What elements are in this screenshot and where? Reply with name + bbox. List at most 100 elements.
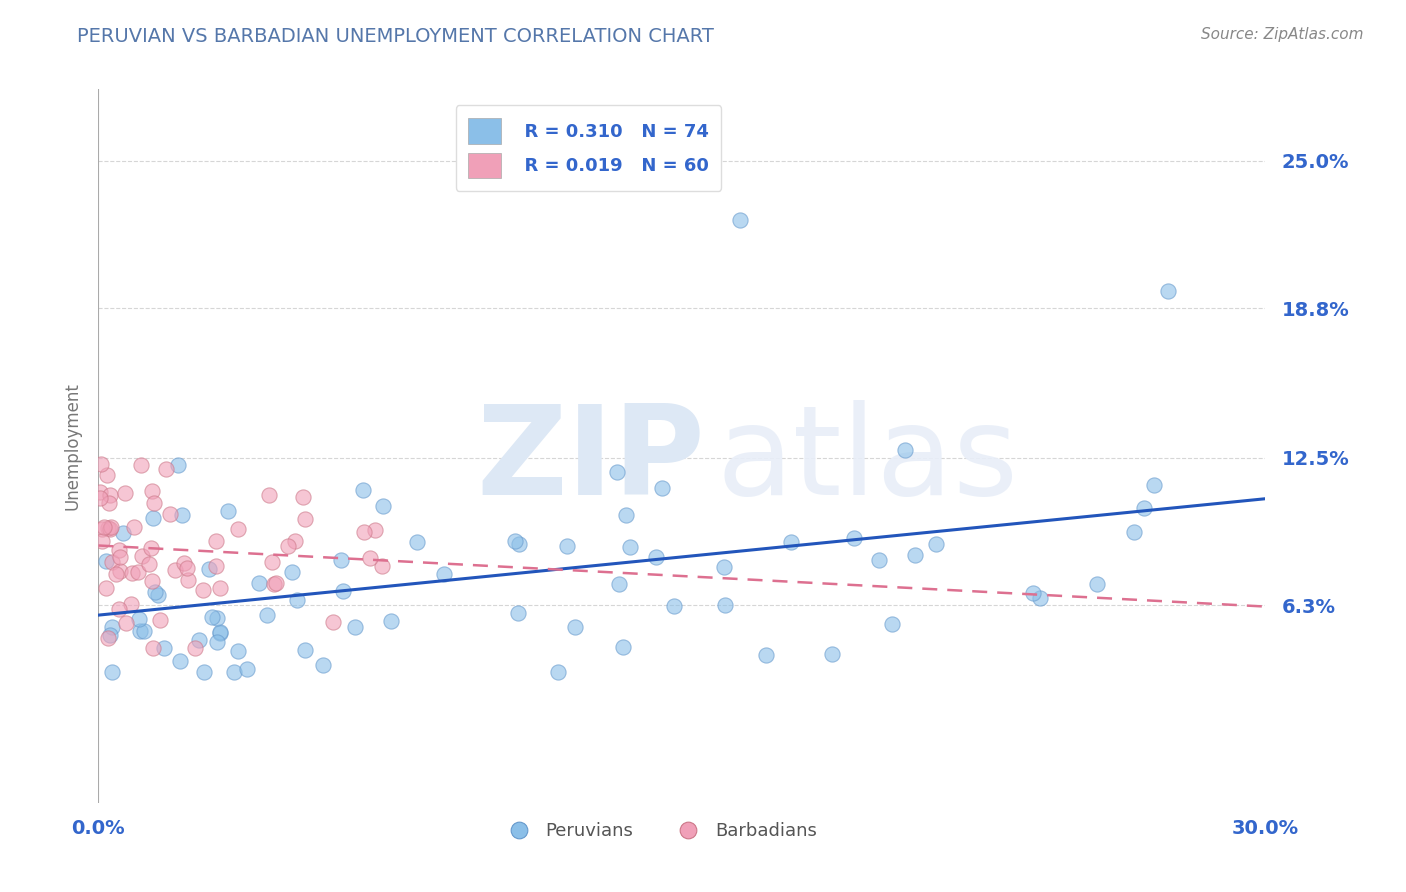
Point <box>332 583 354 598</box>
Point <box>193 665 215 679</box>
Point <box>98 496 121 510</box>
Point <box>89 485 111 500</box>
Point <box>108 550 131 565</box>
Point <box>713 559 735 574</box>
Point <box>127 565 149 579</box>
Point <box>96 554 118 568</box>
Point <box>209 626 232 640</box>
Point <box>904 549 927 563</box>
Point <box>294 512 316 526</box>
Point <box>256 607 278 622</box>
Point <box>91 534 114 549</box>
Point <box>821 647 844 661</box>
Point <box>780 534 803 549</box>
Point <box>114 616 136 631</box>
Point <box>101 555 124 569</box>
Point <box>143 585 166 599</box>
Point <box>100 665 122 679</box>
Point <box>98 522 121 536</box>
Point <box>508 606 530 620</box>
Text: ZIP: ZIP <box>477 400 706 521</box>
Point <box>93 520 115 534</box>
Point <box>294 643 316 657</box>
Point <box>121 566 143 580</box>
Point <box>1157 285 1180 299</box>
Point <box>172 508 194 523</box>
Point <box>1142 478 1164 492</box>
Point <box>149 613 172 627</box>
Point <box>208 581 231 595</box>
Point <box>547 665 569 679</box>
Point <box>247 575 270 590</box>
Point <box>108 564 131 578</box>
Point <box>184 641 207 656</box>
Point <box>228 522 250 536</box>
Point <box>564 620 586 634</box>
Point <box>612 640 634 654</box>
Point <box>644 550 666 565</box>
Point <box>112 526 135 541</box>
Point <box>380 614 402 628</box>
Point <box>97 631 120 645</box>
Point <box>138 557 160 571</box>
Point <box>359 551 381 566</box>
Point <box>1022 585 1045 599</box>
Point <box>312 658 335 673</box>
Point <box>1029 591 1052 606</box>
Point <box>96 467 118 482</box>
Point <box>208 624 231 639</box>
Point <box>755 648 778 663</box>
Point <box>263 576 285 591</box>
Point <box>165 563 187 577</box>
Point <box>287 593 309 607</box>
Point <box>1123 525 1146 540</box>
Point <box>1085 577 1108 591</box>
Point <box>217 503 239 517</box>
Point <box>205 533 228 548</box>
Point <box>205 634 228 648</box>
Point <box>371 559 394 574</box>
Point <box>433 566 456 581</box>
Point <box>167 458 190 473</box>
Point <box>406 534 429 549</box>
Point <box>343 619 366 633</box>
Point <box>188 632 211 647</box>
Point <box>98 488 121 502</box>
Point <box>284 534 307 549</box>
Point <box>155 461 177 475</box>
Point <box>882 616 904 631</box>
Point <box>142 641 165 656</box>
Point <box>90 457 112 471</box>
Point <box>89 491 111 505</box>
Point <box>330 553 353 567</box>
Point <box>122 520 145 534</box>
Point <box>101 620 124 634</box>
Point <box>925 537 948 551</box>
Point <box>894 443 917 458</box>
Point <box>141 483 163 498</box>
Point <box>107 542 129 557</box>
Point <box>730 213 752 227</box>
Point <box>141 574 163 589</box>
Text: PERUVIAN VS BARBADIAN UNEMPLOYMENT CORRELATION CHART: PERUVIAN VS BARBADIAN UNEMPLOYMENT CORRE… <box>77 27 714 45</box>
Text: atlas: atlas <box>717 400 1019 521</box>
Point <box>505 533 527 548</box>
Point <box>664 599 686 614</box>
Point <box>364 524 387 538</box>
Point <box>114 486 136 500</box>
Point <box>291 490 314 504</box>
Point <box>191 582 214 597</box>
Point <box>153 641 176 656</box>
Point <box>198 561 221 575</box>
Point <box>844 531 866 545</box>
Legend: Peruvians, Barbadians: Peruvians, Barbadians <box>494 815 824 847</box>
Point <box>142 496 165 510</box>
Point <box>104 566 127 581</box>
Point <box>607 577 630 591</box>
Point <box>222 665 245 679</box>
Point <box>281 565 304 579</box>
Point <box>277 539 299 553</box>
Point <box>508 537 530 551</box>
Point <box>614 508 637 522</box>
Point <box>373 499 395 513</box>
